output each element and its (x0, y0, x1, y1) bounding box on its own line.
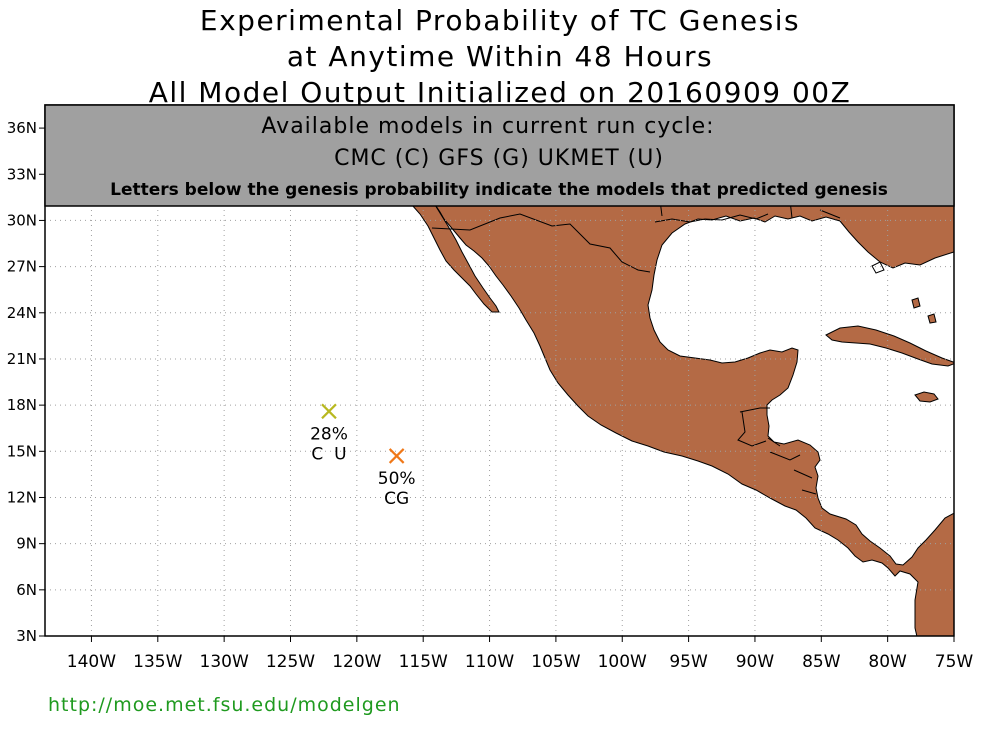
jamaica-island (914, 391, 939, 403)
info-box-line-3: Letters below the genesis probability in… (110, 180, 888, 200)
info-box-line-1: Available models in current run cycle: (261, 114, 714, 139)
x-tick-label: 120W (332, 652, 381, 672)
y-tick-label: 36N (7, 119, 37, 137)
model-info-box: Available models in current run cycle: C… (44, 104, 955, 207)
map-land-layer (403, 199, 954, 636)
x-tick-label: 115W (399, 652, 448, 672)
y-tick-label: 18N (7, 396, 37, 414)
y-tick-label: 15N (7, 442, 37, 460)
y-tick-label: 6N (16, 581, 37, 599)
info-box-line-2: CMC (C) GFS (G) UKMET (U) (334, 146, 664, 171)
genesis-x-mark (388, 448, 405, 464)
map-title-line-2: at Anytime Within 48 Hours (286, 40, 714, 73)
genesis-probability: 50% (378, 469, 416, 489)
x-tick-label: 105W (531, 652, 580, 672)
x-tick-label: 80W (868, 652, 907, 672)
y-tick-label: 27N (7, 258, 37, 276)
genesis-models: C U (311, 444, 346, 464)
north-america-landmass (431, 199, 954, 636)
x-tick-label: 140W (67, 652, 116, 672)
y-tick-label: 33N (7, 165, 37, 183)
mexico-central-america-border (737, 407, 817, 495)
bahamas-islands (911, 297, 937, 324)
florida-lake (871, 261, 885, 274)
baja-california-peninsula (403, 199, 500, 313)
genesis-point[interactable]: 50%CG (378, 448, 416, 509)
y-tick-label: 3N (16, 627, 37, 645)
source-url[interactable]: http://moe.met.fsu.edu/modelgen (48, 694, 401, 716)
y-tick-label: 12N (7, 488, 37, 506)
x-tick-label: 90W (736, 652, 775, 672)
x-tick-label: 85W (802, 652, 841, 672)
gulf-coast-detail (654, 213, 769, 223)
y-tick-label: 9N (16, 535, 37, 553)
x-tick-label: 110W (465, 652, 514, 672)
x-tick-label: 100W (598, 652, 647, 672)
genesis-models: CG (384, 489, 409, 509)
info-box-background (44, 104, 955, 207)
y-tick-label: 30N (7, 211, 37, 229)
genesis-point[interactable]: 28%C U (310, 403, 348, 464)
y-axis-ticks: 3N 6N 9N 12N 15N 18N 21N 24N 27N 30N 33N 36N (7, 119, 45, 645)
map-title-line-3: All Model Output Initialized on 20160909… (148, 76, 852, 109)
x-tick-label: 130W (200, 652, 249, 672)
genesis-x-mark (321, 403, 337, 420)
map-title-line-1: Experimental Probability of TC Genesis (199, 4, 801, 37)
genesis-probability: 28% (310, 424, 348, 444)
x-tick-label: 135W (133, 652, 182, 672)
x-tick-label: 75W (935, 652, 974, 672)
genesis-markers: 28%C U 50%CG (310, 403, 416, 509)
x-tick-label: 95W (669, 652, 708, 672)
x-tick-label: 125W (266, 652, 315, 672)
y-tick-label: 21N (7, 350, 37, 368)
y-tick-label: 24N (7, 304, 37, 322)
cuba-island (825, 325, 954, 367)
x-axis-ticks: 140W 135W 130W 125W 120W 115W 110W 105W 100W 95W 9… (67, 636, 974, 672)
